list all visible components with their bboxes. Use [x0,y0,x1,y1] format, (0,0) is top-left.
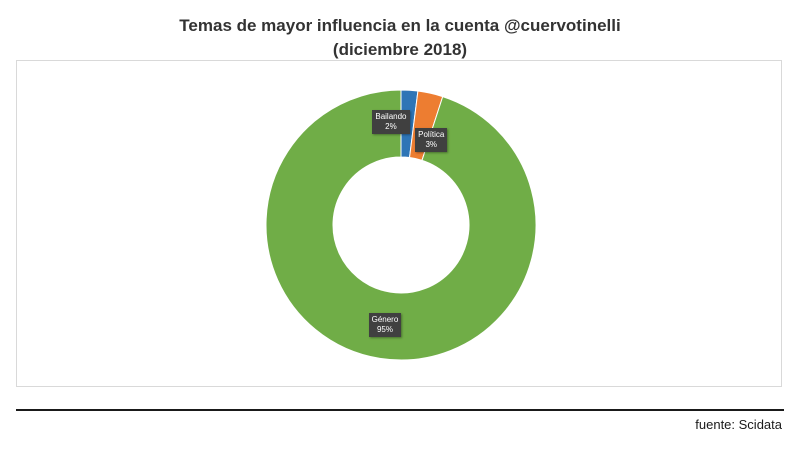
data-label-politica: Política 3% [415,127,448,152]
chart-area: Bailando 2% Política 3% Género 95% [16,60,782,387]
data-label-value: 95% [376,325,393,335]
chart-title: Temas de mayor influencia en la cuenta @… [0,14,800,62]
footer-divider [16,409,784,411]
donut-chart [265,89,537,361]
source-note: fuente: Scidata [695,417,782,432]
chart-title-line-2: (diciembre 2018) [332,40,468,59]
data-label-value: 3% [425,139,438,149]
data-label-genero: Género 95% [368,313,402,338]
slice-genero [265,89,537,361]
data-label-category: Política [418,129,445,139]
data-label-bailando: Bailando 2% [372,109,410,134]
chart-title-line-1: Temas de mayor influencia en la cuenta @… [179,16,621,35]
data-label-value: 2% [385,121,397,131]
data-label-category: Bailando [375,111,407,121]
data-label-category: Género [371,315,399,325]
